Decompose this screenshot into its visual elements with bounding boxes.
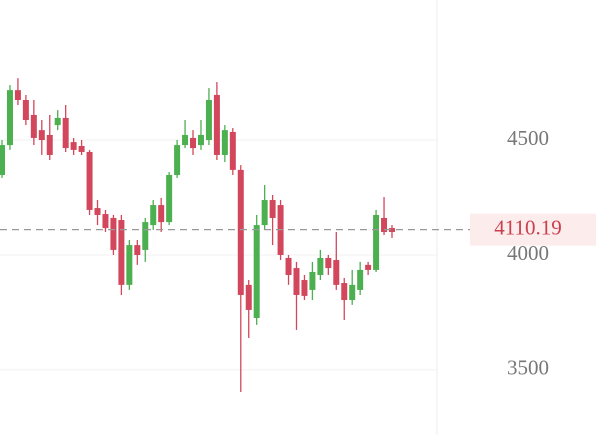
candle-body <box>134 245 141 255</box>
candle-body <box>142 222 149 250</box>
y-tick-label: 4000 <box>507 241 549 265</box>
candle-body <box>221 130 228 155</box>
candle-body <box>158 205 165 223</box>
candle-body <box>6 90 13 146</box>
candle-body <box>293 268 300 295</box>
candle-body <box>285 257 292 275</box>
candle-body <box>373 214 380 270</box>
candle-body <box>174 145 181 175</box>
candle-body <box>333 260 340 285</box>
candle-body <box>261 200 268 226</box>
last-price-box <box>470 213 596 246</box>
candle-body <box>245 284 252 310</box>
candle-body <box>86 151 93 210</box>
y-tick-label: 3500 <box>507 356 549 380</box>
candle-body <box>70 142 77 150</box>
candle-body <box>381 217 388 232</box>
candle-body <box>30 114 37 138</box>
candle-body <box>14 90 21 101</box>
candle-body <box>269 200 276 218</box>
candle-body <box>78 145 85 152</box>
candle-body <box>110 217 117 250</box>
candle-body <box>38 130 45 141</box>
candle-body <box>166 174 173 223</box>
candle-body <box>150 205 157 226</box>
candle-body <box>389 228 395 232</box>
y-tick-label: 4500 <box>507 126 549 150</box>
candle-body <box>94 208 101 215</box>
candle-body <box>357 269 364 290</box>
candle-body <box>62 117 69 149</box>
candle-body <box>182 134 189 146</box>
candle-body <box>102 214 109 229</box>
candle-body <box>54 117 61 126</box>
candle-body <box>126 245 133 285</box>
candle-body <box>229 131 236 170</box>
candle-body <box>118 220 125 285</box>
candle-body <box>22 100 29 121</box>
candle-body <box>301 280 308 296</box>
candle-body <box>213 94 220 155</box>
candle-body <box>237 169 244 295</box>
candle-body <box>205 100 212 141</box>
candle-body <box>325 257 332 269</box>
candle-body <box>46 134 53 155</box>
candle-body <box>317 257 324 275</box>
candle-body <box>349 284 356 301</box>
candle-body <box>365 264 372 270</box>
last-price-label: 4110.19 <box>494 215 561 239</box>
candle-body <box>253 225 260 318</box>
candle-body <box>190 137 197 149</box>
candle-body <box>0 145 5 175</box>
candle-body <box>341 283 348 301</box>
candle-body <box>197 134 204 146</box>
candle-body <box>309 271 316 290</box>
